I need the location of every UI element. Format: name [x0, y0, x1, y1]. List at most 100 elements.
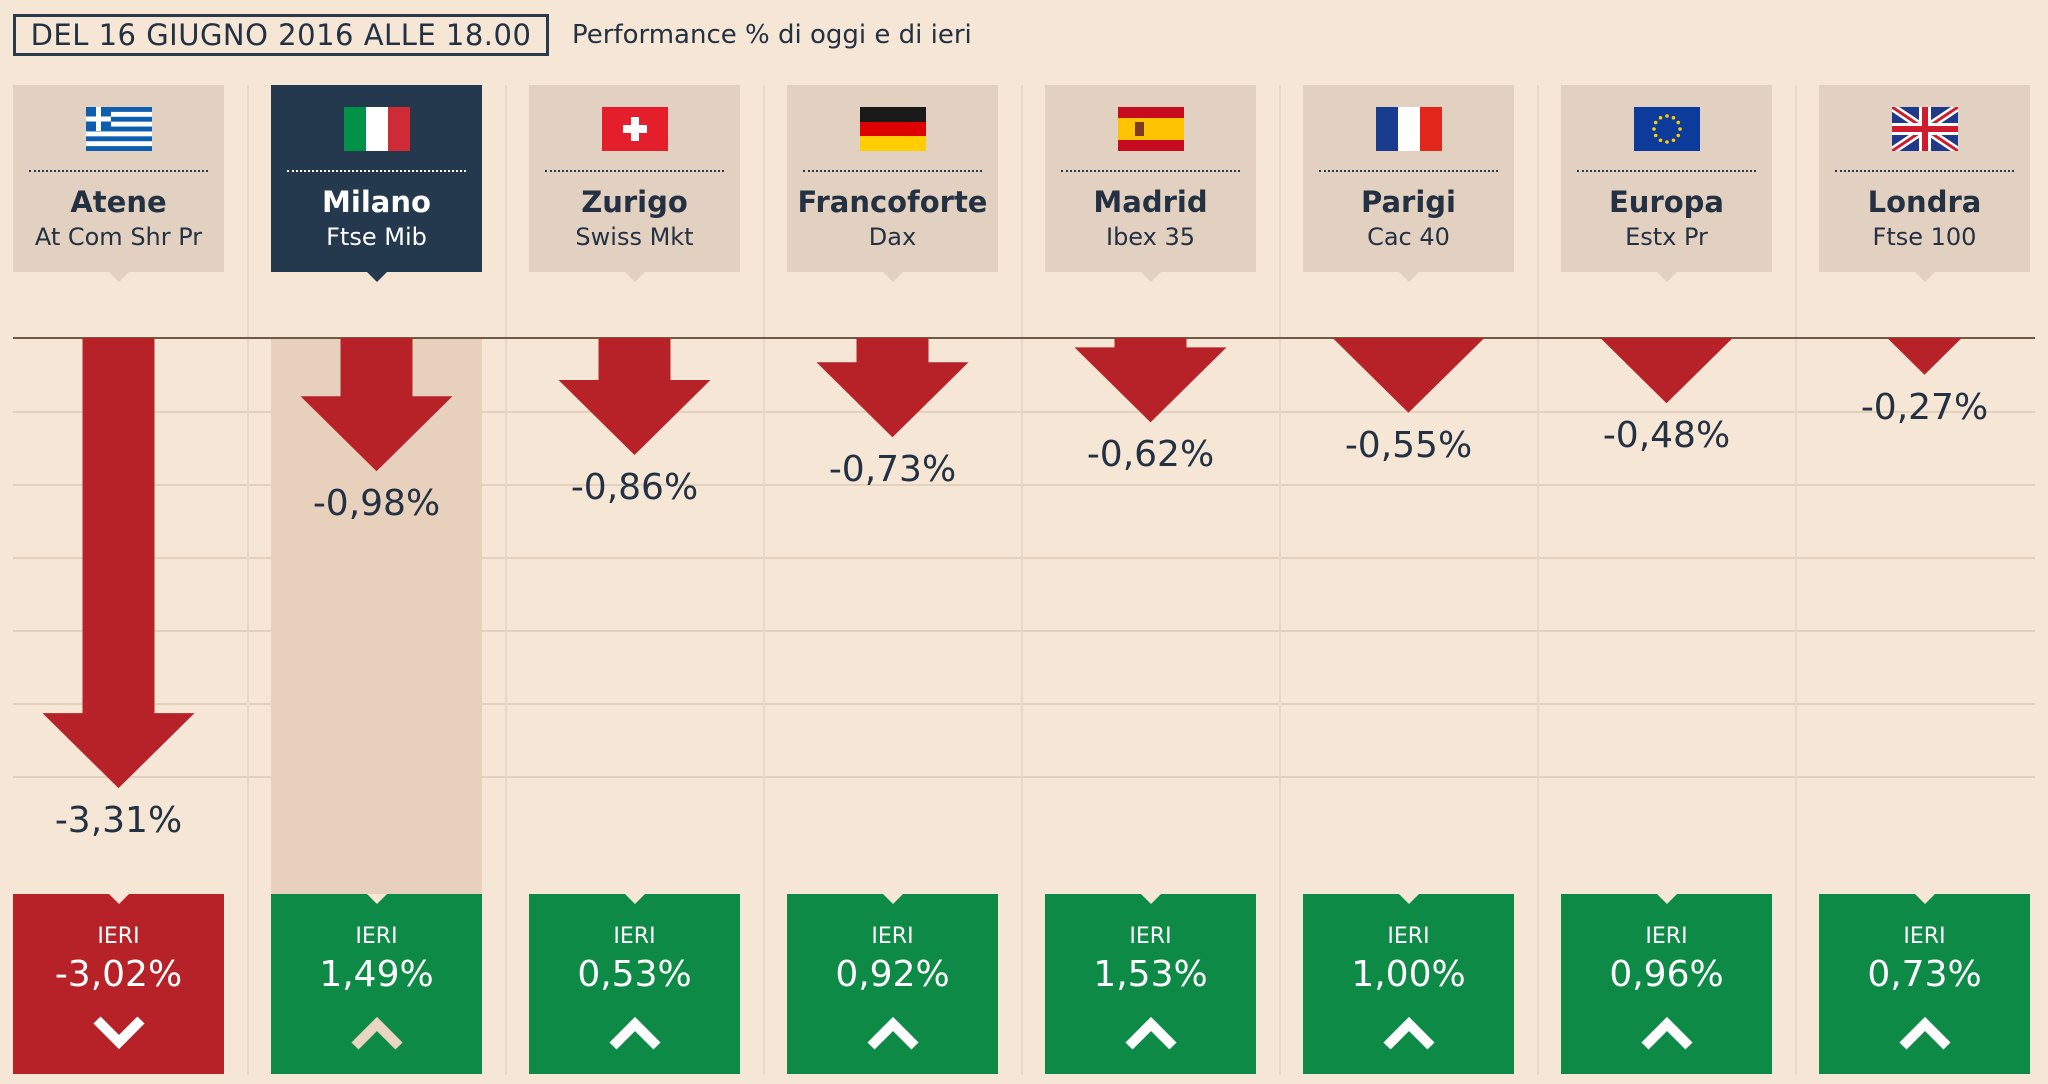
chart-subtitle: Performance % di oggi e di ieri — [572, 20, 972, 50]
germany-flag-icon — [860, 107, 926, 151]
market-city: Europa — [1608, 185, 1724, 219]
eu-flag-icon — [1634, 107, 1700, 151]
market-city: Francoforte — [797, 185, 988, 219]
yesterday-percent: 1,53% — [1093, 954, 1208, 995]
today-percent-label: -3,31% — [54, 800, 183, 842]
market-index-name: At Com Shr Pr — [34, 223, 203, 251]
market-index-name: Ibex 35 — [1105, 223, 1196, 251]
today-arrow-madrid — [1074, 338, 1227, 423]
market-card-atene[interactable]: Atene At Com Shr Pr — [13, 85, 224, 282]
ieri-label: IERI — [1129, 924, 1172, 949]
ieri-label: IERI — [97, 924, 140, 949]
today-arrow-zurigo — [558, 338, 711, 455]
yesterday-percent: 0,92% — [835, 954, 950, 995]
date-label: DEL 16 GIUGNO 2016 ALLE 18.00 — [13, 14, 549, 56]
yesterday-box-madrid: IERI 1,53% — [1045, 894, 1256, 1074]
column-separator — [1021, 85, 1023, 1075]
dotted-divider — [803, 170, 982, 172]
gridline — [13, 703, 2035, 705]
ieri-label: IERI — [613, 924, 656, 949]
market-index-name: Ftse 100 — [1872, 223, 1977, 251]
greece-flag-icon — [86, 107, 152, 151]
dotted-divider — [545, 170, 724, 172]
gridline — [13, 776, 2035, 778]
chevron-up-icon — [867, 1016, 919, 1050]
box-notch — [109, 894, 129, 904]
yesterday-box-atene: IERI -3,02% — [13, 894, 224, 1074]
chevron-up-icon — [1383, 1016, 1435, 1050]
today-arrow-francoforte — [816, 338, 969, 438]
chevron-up-icon — [1641, 1016, 1693, 1050]
box-notch — [367, 894, 387, 904]
market-index-name: Ftse Mib — [326, 223, 427, 251]
market-city: Atene — [70, 185, 167, 219]
box-notch — [1399, 894, 1419, 904]
yesterday-box-francoforte: IERI 0,92% — [787, 894, 998, 1074]
yesterday-box-zurigo: IERI 0,53% — [529, 894, 740, 1074]
column-separator — [1279, 85, 1281, 1075]
market-card-zurigo[interactable]: Zurigo Swiss Mkt — [529, 85, 740, 282]
today-arrow-atene — [42, 338, 195, 789]
today-percent-label: -0,98% — [312, 483, 441, 525]
ieri-label: IERI — [1645, 924, 1688, 949]
today-percent-label: -0,48% — [1602, 415, 1731, 457]
yesterday-percent: -3,02% — [54, 954, 183, 995]
market-card-milano[interactable]: Milano Ftse Mib — [271, 85, 482, 282]
chevron-down-icon — [93, 1016, 145, 1050]
market-index-name: Cac 40 — [1367, 223, 1450, 251]
market-card-parigi[interactable]: Parigi Cac 40 — [1303, 85, 1514, 282]
chevron-up-icon — [351, 1016, 403, 1050]
market-index-name: Swiss Mkt — [575, 223, 694, 251]
today-arrow-parigi — [1332, 338, 1485, 413]
chevron-up-icon — [609, 1016, 661, 1050]
card-pointer — [883, 272, 903, 282]
market-card-europa[interactable]: Europa Estx Pr — [1561, 85, 1772, 282]
ieri-label: IERI — [1903, 924, 1946, 949]
card-pointer — [367, 272, 387, 282]
yesterday-percent: 1,00% — [1351, 954, 1466, 995]
yesterday-percent: 0,96% — [1609, 954, 1724, 995]
dotted-divider — [287, 170, 466, 172]
box-notch — [1657, 894, 1677, 904]
card-pointer — [109, 272, 129, 282]
market-card-francoforte[interactable]: Francoforte Dax — [787, 85, 998, 282]
switzerland-flag-icon — [602, 107, 668, 151]
box-notch — [883, 894, 903, 904]
uk-flag-icon — [1892, 107, 1958, 151]
market-city: Londra — [1867, 185, 1982, 219]
today-percent-label: -0,27% — [1860, 386, 1989, 428]
market-card-londra[interactable]: Londra Ftse 100 — [1819, 85, 2030, 282]
dotted-divider — [1835, 170, 2014, 172]
yesterday-percent: 0,53% — [577, 954, 692, 995]
card-pointer — [1657, 272, 1677, 282]
spain-flag-icon — [1118, 107, 1184, 151]
market-index-name: Estx Pr — [1625, 223, 1708, 251]
today-percent-label: -0,55% — [1344, 424, 1473, 466]
market-city: Milano — [322, 185, 431, 219]
dotted-divider — [1319, 170, 1498, 172]
ieri-label: IERI — [871, 924, 914, 949]
gridline — [13, 484, 2035, 486]
dotted-divider — [1061, 170, 1240, 172]
column-separator — [505, 85, 507, 1075]
zero-baseline — [13, 337, 2035, 339]
box-notch — [1141, 894, 1161, 904]
market-card-madrid[interactable]: Madrid Ibex 35 — [1045, 85, 1256, 282]
yesterday-percent: 0,73% — [1867, 954, 1982, 995]
today-percent-label: -0,73% — [828, 449, 957, 491]
column-separator — [247, 85, 249, 1075]
yesterday-percent: 1,49% — [319, 954, 434, 995]
italy-flag-icon — [344, 107, 410, 151]
gridline — [13, 630, 2035, 632]
market-index-name: Dax — [868, 223, 917, 251]
chevron-up-icon — [1125, 1016, 1177, 1050]
box-notch — [1915, 894, 1935, 904]
ieri-label: IERI — [355, 924, 398, 949]
ieri-label: IERI — [1387, 924, 1430, 949]
gridline — [13, 411, 2035, 413]
card-pointer — [1915, 272, 1935, 282]
today-percent-label: -0,86% — [570, 466, 699, 508]
column-separator — [1795, 85, 1797, 1075]
today-arrow-milano — [300, 338, 453, 472]
